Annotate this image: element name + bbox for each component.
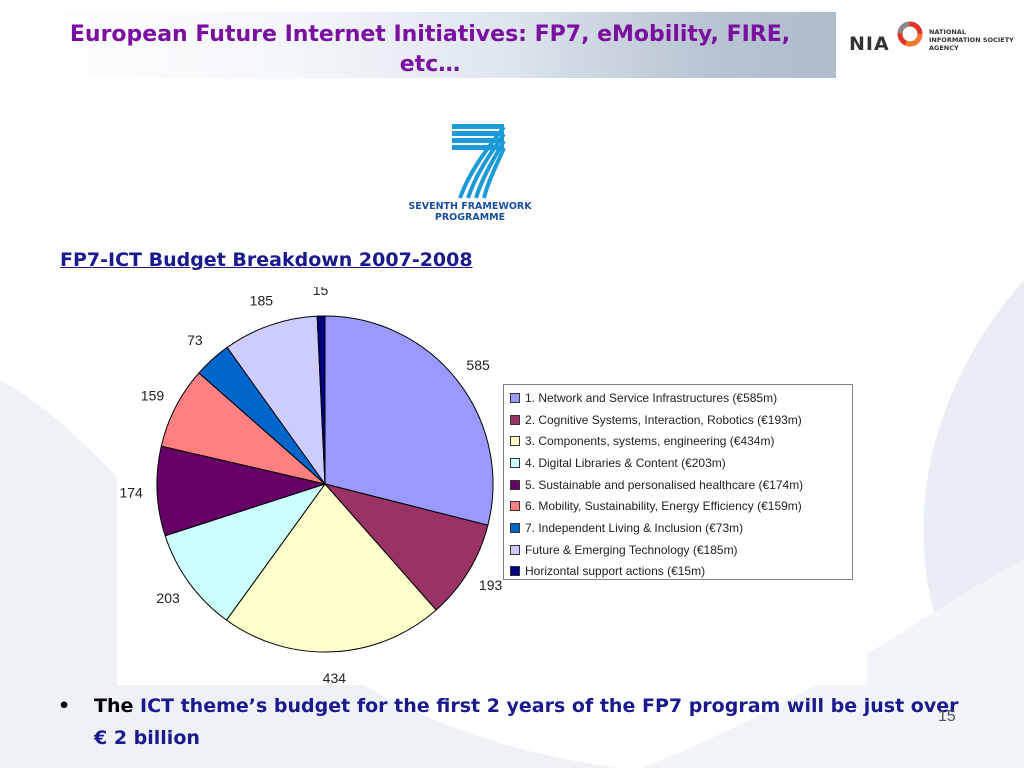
nia-line: INFORMATION SOCIETY xyxy=(929,36,1014,44)
legend-item: 1. Network and Service Infrastructures (… xyxy=(510,387,852,409)
legend-label: 4. Digital Libraries & Content (€203m) xyxy=(525,455,726,470)
legend-item: 4. Digital Libraries & Content (€203m) xyxy=(510,452,852,474)
legend-label: 2. Cognitive Systems, Interaction, Robot… xyxy=(525,412,802,427)
legend-item: 7. Independent Living & Inclusion (€73m) xyxy=(510,517,852,539)
pie-data-label: 434 xyxy=(323,670,347,685)
fp7-logo: SEVENTH FRAMEWORK PROGRAMME xyxy=(408,118,532,228)
pie-data-label: 73 xyxy=(187,332,203,348)
pie-data-label: 15 xyxy=(313,287,329,298)
nia-abbr: NIA xyxy=(849,33,890,55)
chart-heading: FP7-ICT Budget Breakdown 2007-2008 xyxy=(60,249,473,271)
pie-data-label: 193 xyxy=(479,577,503,593)
pie-slice xyxy=(226,315,326,486)
fp7-logo-text: PROGRAMME xyxy=(434,212,506,223)
legend-swatch xyxy=(510,544,520,555)
legend-swatch xyxy=(510,479,520,490)
legend-item: 6. Mobility, Sustainability, Energy Effi… xyxy=(510,495,852,517)
pie-slice xyxy=(323,483,489,611)
chart-legend: 1. Network and Service Infrastructures (… xyxy=(503,384,853,580)
legend-label: 3. Components, systems, engineering (€43… xyxy=(525,434,775,449)
page-number: 15 xyxy=(938,708,956,725)
legend-swatch xyxy=(510,501,520,512)
legend-item: 5. Sustainable and personalised healthca… xyxy=(510,474,852,496)
bullet-lead: The xyxy=(94,695,134,717)
fp7-seven-icon xyxy=(452,124,506,199)
legend-label: 5. Sustainable and personalised healthca… xyxy=(525,477,804,492)
legend-item: Future & Emerging Technology (€185m) xyxy=(510,539,852,561)
legend-swatch xyxy=(510,392,520,403)
legend-label: 7. Independent Living & Inclusion (€73m) xyxy=(525,520,744,535)
pie-slice xyxy=(324,315,494,526)
pie-data-label: 585 xyxy=(466,357,490,373)
legend-label: Horizontal support actions (€15m) xyxy=(525,564,706,579)
pie-slice xyxy=(164,483,327,621)
legend-swatch xyxy=(510,566,520,577)
pie-slice xyxy=(225,483,437,653)
bullet-text: The ICT theme’s budget for the first 2 y… xyxy=(94,690,974,754)
bullet-dot: • xyxy=(58,695,71,717)
legend-swatch xyxy=(510,436,520,447)
fp7-logo-text: SEVENTH FRAMEWORK xyxy=(408,201,532,212)
nia-agency-name: NATIONAL INFORMATION SOCIETY AGENCY xyxy=(929,28,1019,52)
pie-data-label: 203 xyxy=(156,590,180,606)
legend-label: 1. Network and Service Infrastructures (… xyxy=(525,390,778,405)
nia-logo xyxy=(897,21,923,47)
legend-item: Horizontal support actions (€15m) xyxy=(510,561,852,583)
pie-data-label: 174 xyxy=(119,484,143,500)
pie-data-label: 185 xyxy=(250,293,274,309)
title-banner xyxy=(0,12,836,78)
slide-title: European Future Internet Initiatives: FP… xyxy=(69,22,791,77)
nia-line: NATIONAL xyxy=(929,28,966,36)
pie-chart: 585 193 434 203 174 159 73 185 15 xyxy=(119,287,503,685)
legend-item: 3. Components, systems, engineering (€43… xyxy=(510,430,852,452)
legend-swatch xyxy=(510,414,520,425)
legend-label: Future & Emerging Technology (€185m) xyxy=(525,542,738,557)
legend-swatch xyxy=(510,457,520,468)
legend-item: 2. Cognitive Systems, Interaction, Robot… xyxy=(510,409,852,431)
pie-slice xyxy=(316,315,326,485)
nia-line: AGENCY xyxy=(929,44,959,52)
legend-label: 6. Mobility, Sustainability, Energy Effi… xyxy=(525,499,802,514)
pie-data-label: 159 xyxy=(141,387,165,403)
legend-swatch xyxy=(510,522,520,533)
pie-slice xyxy=(156,445,327,537)
bullet-body: ICT theme’s budget for the first 2 years… xyxy=(94,695,959,749)
